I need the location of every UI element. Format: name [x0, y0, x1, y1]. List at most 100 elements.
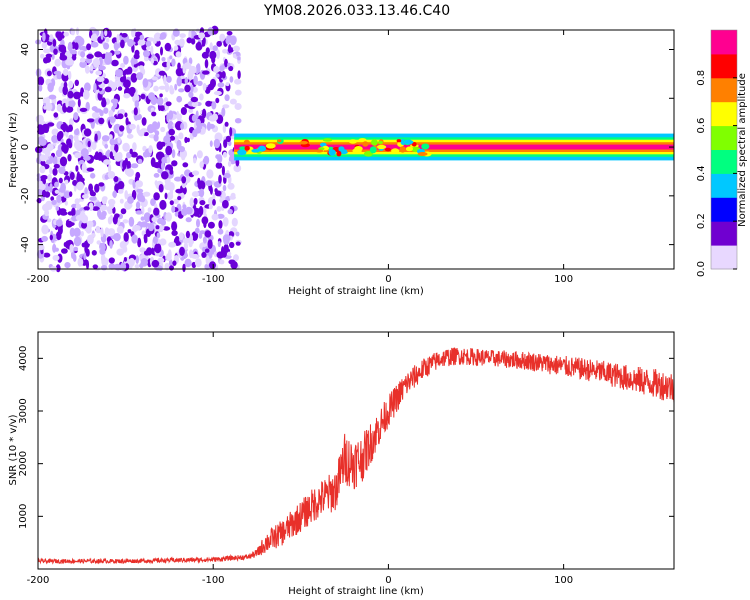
spectrogram-noise-cell: [234, 118, 242, 124]
spectrogram-noise-cell: [136, 192, 145, 202]
spectrogram-noise-cell: [148, 145, 153, 154]
spectrogram-noise-cell: [152, 236, 158, 245]
spectrogram-noise-cell: [168, 110, 174, 120]
spectrogram-noise-cell: [175, 51, 182, 58]
spectrogram-noise-cell: [98, 214, 106, 220]
spectrogram-noise-cell: [146, 46, 151, 51]
spectrogram-noise-cell: [167, 120, 174, 131]
spectrogram-noise-cell: [40, 160, 46, 166]
spectrogram-signal-cell: [403, 139, 414, 145]
spectrogram-noise-cell: [99, 204, 108, 211]
spectrogram-noise-cell: [96, 76, 105, 82]
spectrogram-cells: [35, 25, 674, 273]
spectrogram-noise-cell: [179, 38, 185, 47]
spectrogram-noise-cell: [47, 82, 54, 93]
spectrogram-noise-cell: [40, 175, 48, 180]
spectrogram-noise-cell: [83, 155, 91, 161]
colorbar-cell: [711, 113, 737, 119]
spectrogram-noise-cell: [37, 128, 45, 135]
spectrogram-noise-cell: [41, 224, 49, 235]
spectrogram-noise-cell: [41, 147, 50, 154]
spectrogram-noise-cell: [179, 232, 184, 241]
spectrogram-noise-cell: [100, 30, 104, 41]
spectrogram-noise-cell: [108, 109, 114, 118]
spectrogram-noise-cell: [45, 159, 52, 165]
spectrogram-noise-cell: [171, 221, 178, 232]
spectrogram-noise-cell: [81, 163, 87, 173]
spectrogram-noise-cell: [91, 250, 97, 256]
spectrogram-noise-cell: [160, 126, 166, 133]
colorbar-label: Normalized spectral amplitude: [737, 73, 748, 227]
spectrogram-noise-cell: [209, 186, 213, 195]
spectrogram-noise-cell: [61, 248, 68, 254]
spectrogram-noise-cell: [143, 212, 151, 223]
spectrogram-noise-cell: [221, 191, 226, 200]
spectrogram-noise-cell: [94, 108, 102, 113]
spectrogram-noise-cell: [222, 151, 228, 158]
spectrogram-noise-cell: [206, 121, 211, 131]
spectrogram-noise-cell: [94, 133, 98, 142]
snr-y-axis-label: SNR (10 * v/v): [8, 414, 19, 485]
spectrogram-noise-cell: [92, 57, 101, 68]
spectrogram-noise-cell: [164, 82, 170, 93]
spectrogram-noise-cell: [80, 51, 86, 58]
spectrogram-noise-cell: [67, 154, 72, 162]
spectrogram-noise-cell: [35, 68, 42, 77]
spectrogram-noise-cell: [124, 112, 128, 118]
spectrogram-noise-cell: [100, 265, 108, 271]
spectrogram-noise-cell: [105, 37, 110, 43]
spectrogram-signal-cell: [396, 139, 402, 143]
spectrogram-noise-cell: [122, 160, 127, 170]
spectrogram-noise-cell: [138, 65, 145, 71]
spectrogram-noise-cell: [47, 174, 52, 182]
spectrogram-signal-cell: [243, 139, 250, 145]
spectrogram-noise-cell: [44, 191, 51, 198]
spectrogram-noise-cell: [216, 213, 225, 219]
spectrogram-noise-cell: [92, 264, 99, 269]
spectrogram-noise-cell: [69, 227, 75, 237]
spectrogram-noise-cell: [140, 216, 145, 221]
spectrogram-noise-cell: [195, 110, 199, 119]
spectrogram-noise-cell: [41, 156, 49, 161]
colorbar-cell: [711, 77, 737, 83]
spectrogram-noise-cell: [215, 154, 221, 160]
spectrogram-noise-cell: [69, 244, 74, 253]
snr-series-line: [37, 347, 675, 565]
spectrogram-noise-cell: [75, 165, 79, 172]
colorbar-cell: [711, 197, 737, 202]
spectrogram-noise-cell: [123, 79, 131, 89]
spectrogram-noise-cell: [204, 230, 212, 238]
colorbar-cell: [711, 93, 737, 99]
spectrogram-noise-cell: [100, 253, 106, 263]
spectrogram-x-tick-label: 0: [385, 274, 391, 285]
spectrogram-noise-cell: [166, 75, 172, 83]
spectrogram-noise-cell: [207, 221, 215, 229]
spectrogram-noise-cell: [113, 50, 121, 55]
spectrogram-noise-cell: [168, 128, 175, 136]
spectrogram-noise-cell: [150, 107, 155, 113]
spectrogram-noise-cell: [166, 157, 171, 164]
spectrogram-noise-cell: [65, 99, 69, 108]
spectrogram-noise-cell: [64, 179, 69, 185]
spectrogram-noise-cell: [127, 41, 136, 46]
spectrogram-noise-cell: [51, 53, 55, 60]
spectrogram-noise-cell: [227, 208, 233, 215]
spectrogram-signal-cell: [417, 152, 428, 156]
spectrogram-noise-cell: [122, 245, 128, 253]
spectrogram-signal-cell: [354, 146, 363, 152]
spectrogram-noise-cell: [73, 112, 79, 121]
snr-x-tick-label: -100: [202, 575, 225, 586]
spectrogram-noise-cell: [237, 70, 241, 79]
spectrogram-noise-cell: [87, 140, 91, 148]
spectrogram-noise-cell: [69, 191, 73, 198]
spectrogram-noise-cell: [225, 82, 230, 87]
spectrogram-noise-cell: [169, 135, 176, 141]
colorbar-cell: [711, 101, 737, 107]
spectrogram-noise-cell: [155, 151, 163, 161]
spectrogram-noise-cell: [204, 263, 211, 270]
spectrogram-noise-cell: [122, 142, 130, 152]
spectrogram-noise-cell: [127, 66, 133, 75]
snr-ticks: -200 -100 0 100 1000 2000 3000 4000: [18, 332, 674, 586]
spectrogram-noise-cell: [37, 76, 45, 86]
snr-plot-frame: [37, 331, 675, 570]
